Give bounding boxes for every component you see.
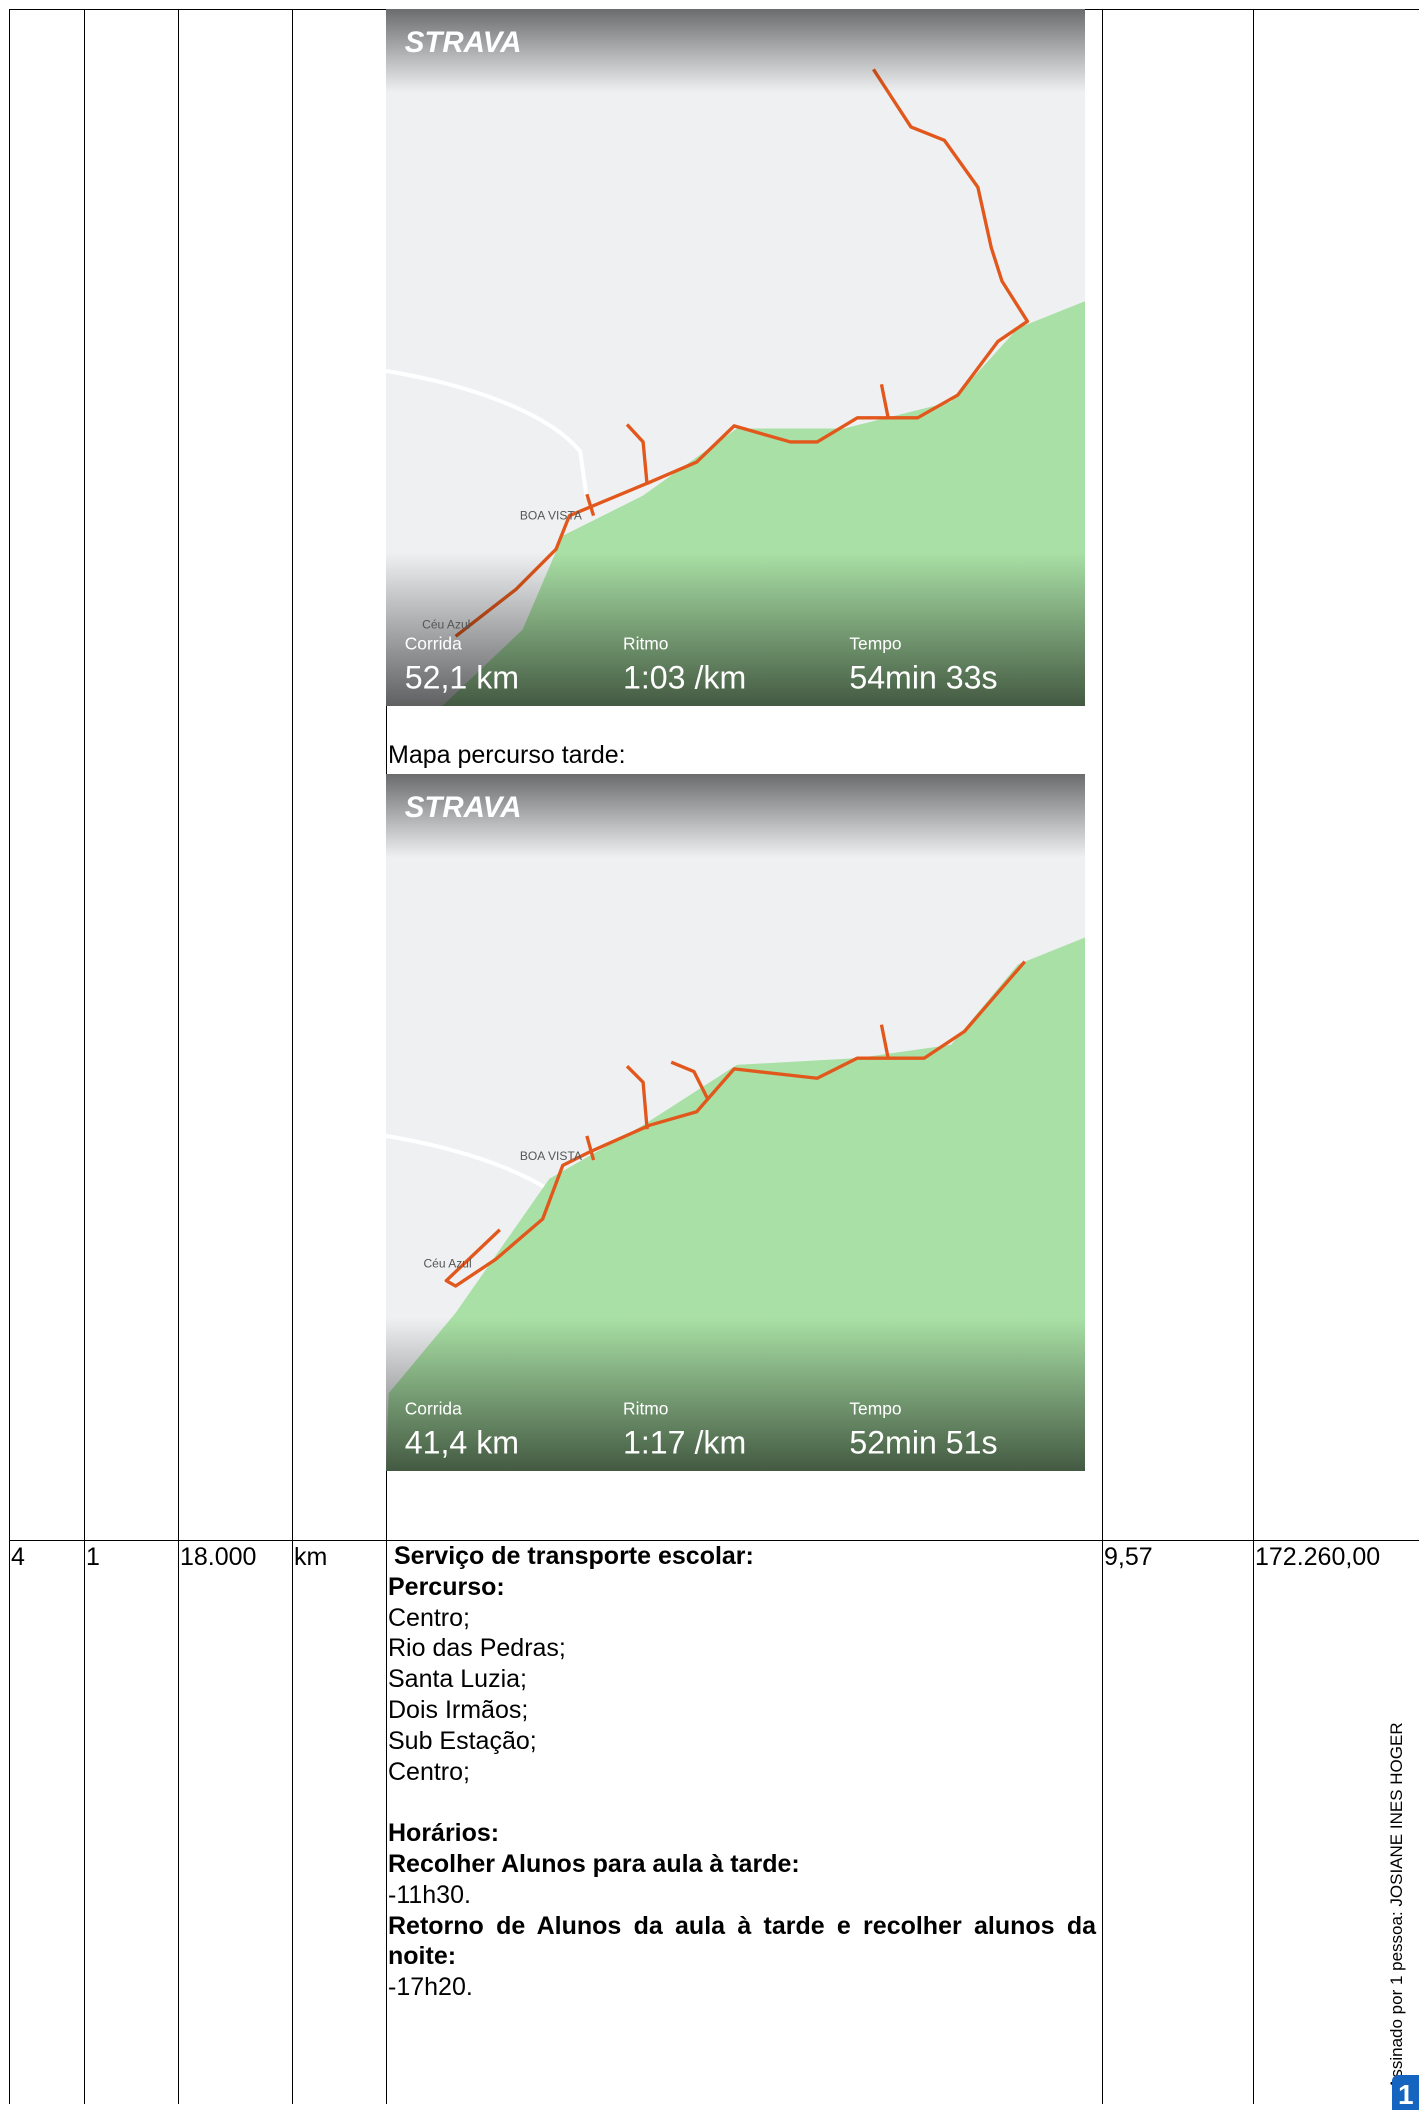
description-line: Centro;: [388, 1603, 1096, 1634]
unit-price: 9,57: [1104, 1542, 1153, 1573]
stat-label: Tempo: [849, 1399, 901, 1419]
place-label: Céu Azul: [422, 617, 470, 631]
stat-label: Corrida: [405, 1399, 462, 1419]
shade: [386, 9, 1085, 706]
col-line: [178, 9, 179, 2104]
stat-value: 1:03 /km: [623, 660, 746, 696]
stat-value: 41,4 km: [405, 1425, 519, 1461]
shade: [386, 774, 1085, 1471]
col-line: [84, 9, 85, 2104]
stat-value: 52min 51s: [849, 1425, 997, 1461]
item-number: 4: [11, 1542, 25, 1573]
stat-value: 54min 33s: [849, 660, 997, 696]
description-line: Percurso:: [388, 1572, 1096, 1603]
route-map: STRAVA BOA VISTA Céu Azul Corrida 52,1 km Rit…: [386, 9, 1085, 706]
col-line: [1253, 9, 1254, 2104]
logo: STRAVA: [405, 791, 522, 824]
description-line: Rio das Pedras;: [388, 1633, 1096, 1664]
description-line: -11h30.: [388, 1880, 1096, 1911]
col-line: [9, 9, 10, 2104]
col-line: [292, 9, 293, 2104]
page: Mapa percurso tarde: 4 1 18.000 km 9,57 …: [0, 0, 1419, 2104]
stat-label: Tempo: [849, 634, 901, 654]
description-line: Centro;: [388, 1757, 1096, 1788]
place-label: BOA VISTA: [520, 1149, 583, 1163]
description-line: Santa Luzia;: [388, 1664, 1096, 1695]
map-caption: Mapa percurso tarde:: [388, 740, 626, 771]
total: 172.260,00: [1255, 1542, 1380, 1573]
col-line: [1102, 9, 1103, 2104]
stat-label: Ritmo: [623, 1399, 668, 1419]
stat-value: 1:17 /km: [623, 1425, 746, 1461]
place-label: Céu Azul: [423, 1256, 471, 1270]
description-line: Recolher Alunos para aula à tarde:: [388, 1849, 1096, 1880]
description-line: Retorno de Alunos da aula à tarde e reco…: [388, 1911, 1096, 1973]
description-line: Horários:: [388, 1818, 1096, 1849]
badge: 1: [1392, 2075, 1419, 2110]
description-line: -17h20.: [388, 1972, 1096, 2003]
unit: km: [294, 1542, 327, 1573]
stat-label: Corrida: [405, 634, 462, 654]
logo: STRAVA: [405, 26, 522, 59]
route-map: STRAVA BOA VISTA Céu Azul Corrida 41,4 km Rit…: [386, 774, 1085, 1471]
stat-value: 52,1 km: [405, 660, 519, 696]
description-line: Dois Irmãos;: [388, 1695, 1096, 1726]
signature: Assinado por 1 pessoa: JOSIANE INES HOGE…: [1387, 1722, 1407, 2089]
description-line: Serviço de transporte escolar:: [388, 1541, 1096, 1572]
quantity: 18.000: [180, 1542, 256, 1573]
lot: 1: [86, 1542, 100, 1573]
stat-label: Ritmo: [623, 634, 668, 654]
place-label: BOA VISTA: [520, 509, 583, 523]
description-line: Sub Estação;: [388, 1726, 1096, 1757]
description: Serviço de transporte escolar:Percurso:C…: [388, 1541, 1096, 2003]
